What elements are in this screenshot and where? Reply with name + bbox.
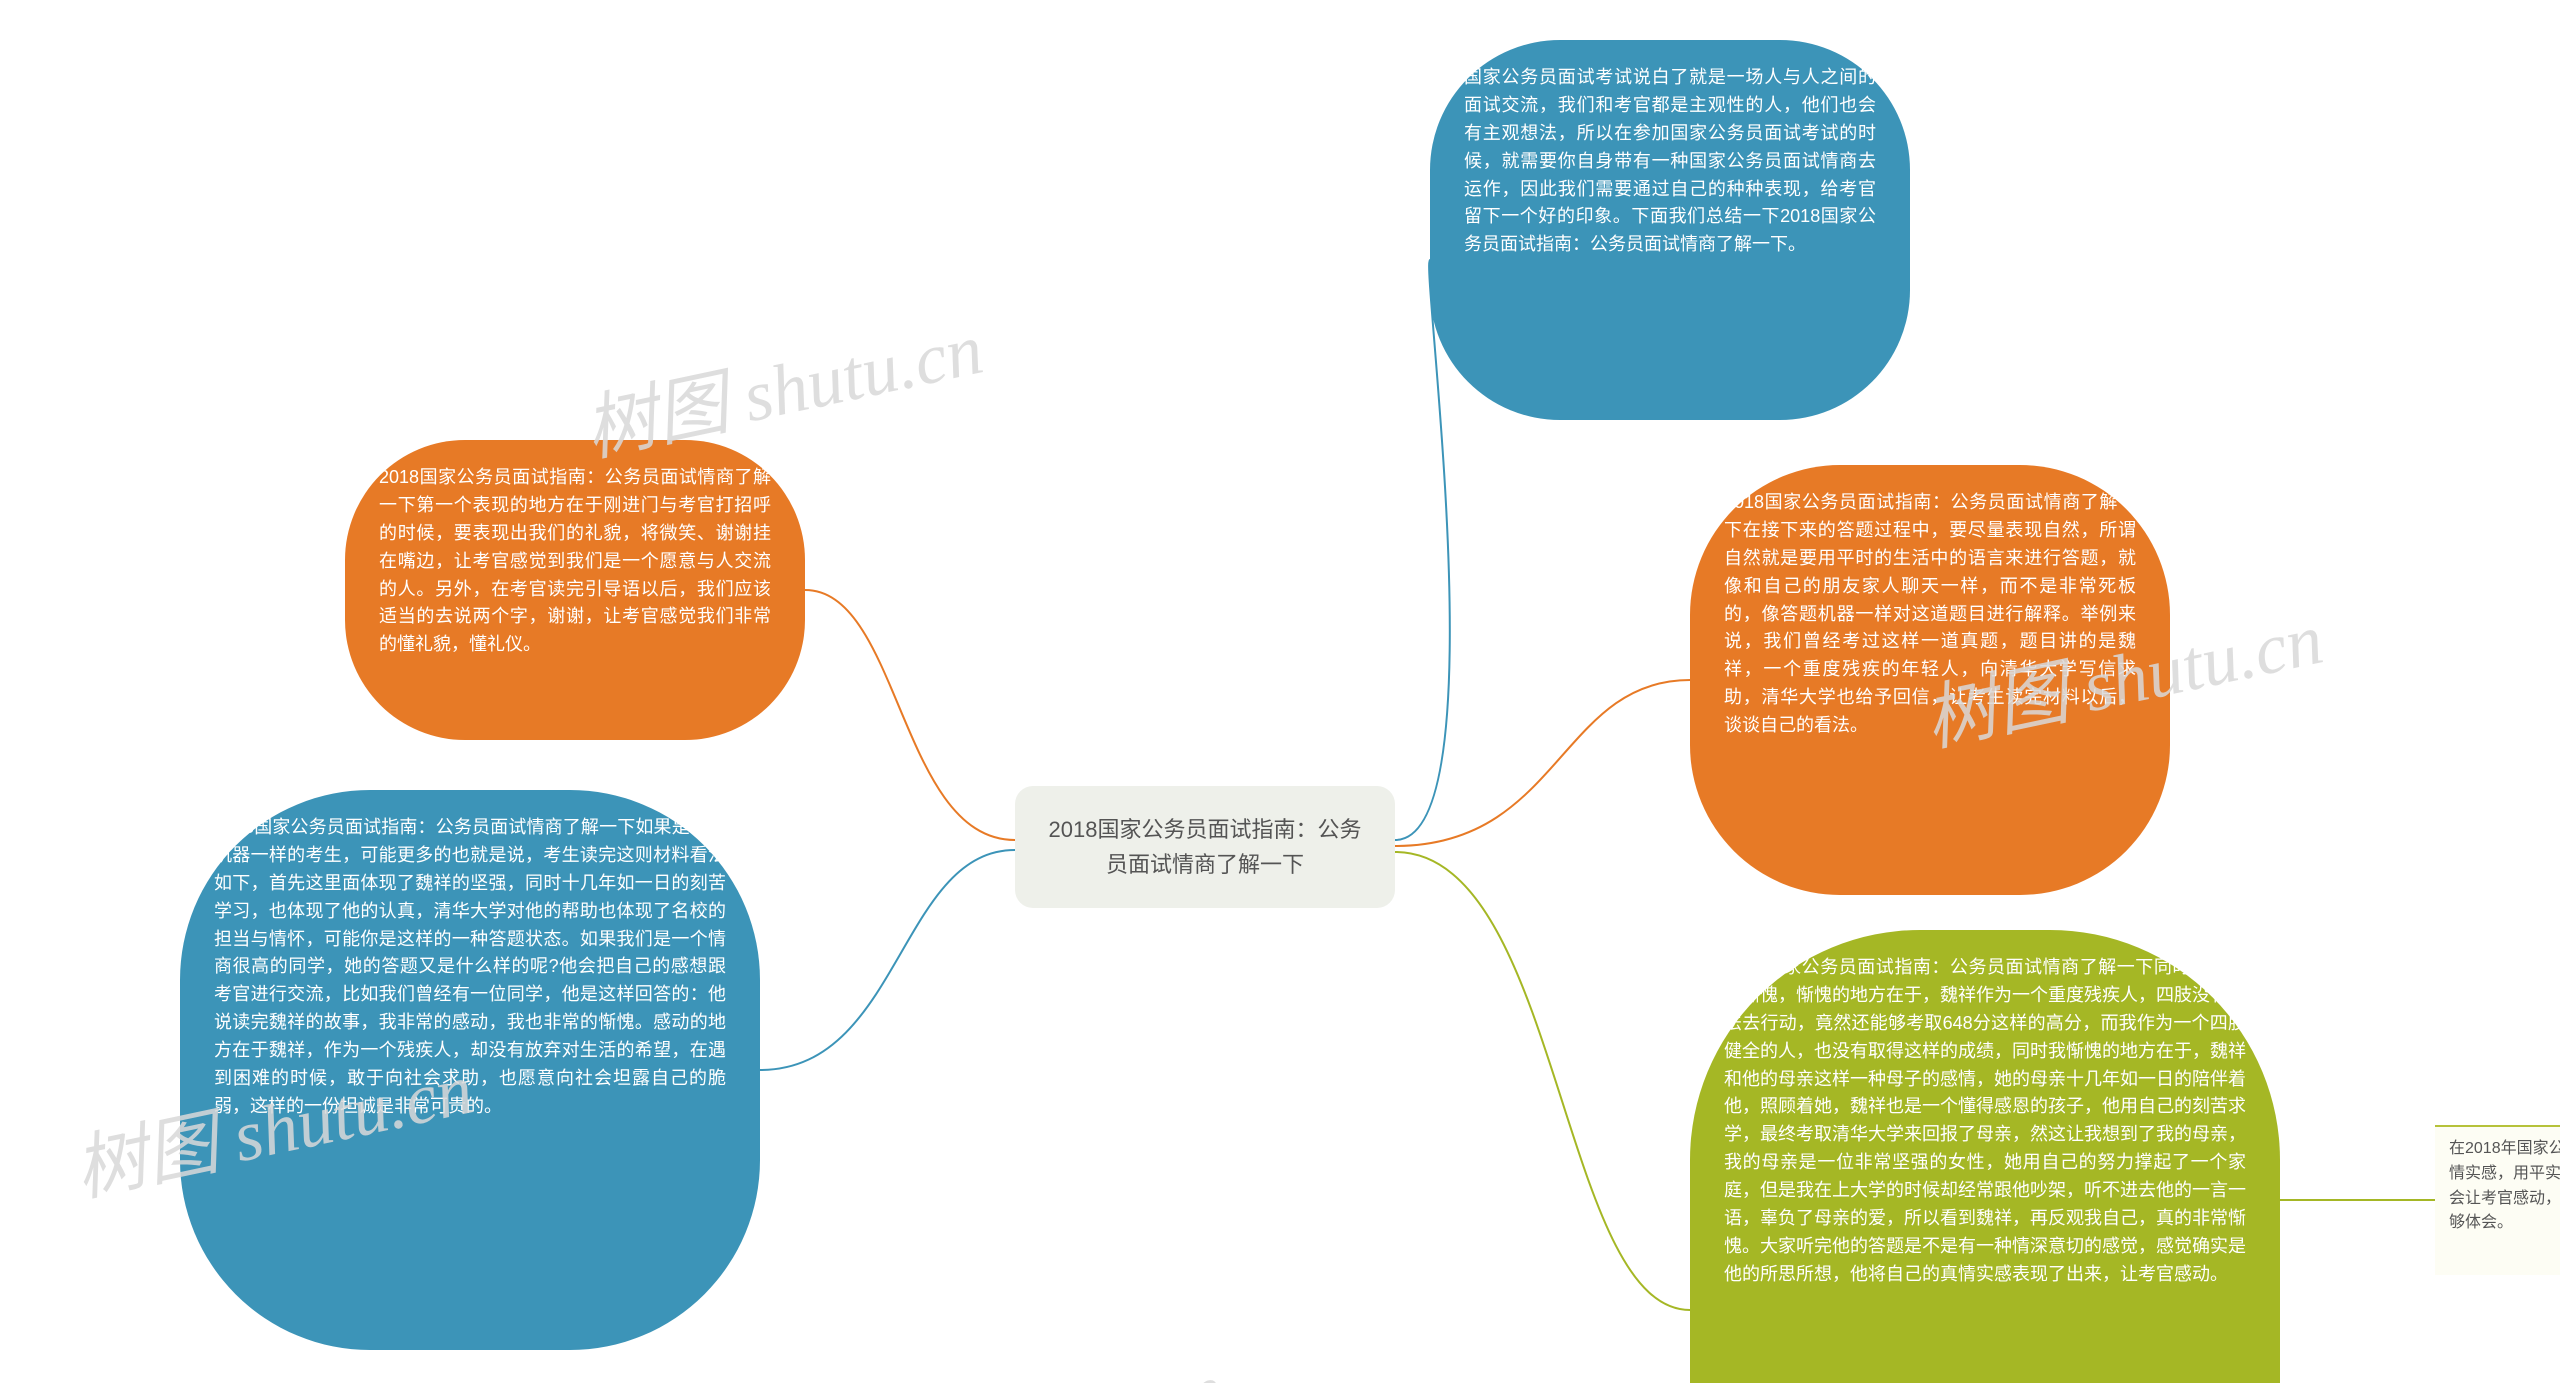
branch-node-3-text: 2018国家公务员面试指南：公务员面试情商了解一下在接下来的答题过程中，要尽量表… [1724,492,2136,735]
branch-node-4-text: 2018国家公务员面试指南：公务员面试情商了解一下如果是答题机器一样的考生，可能… [214,817,726,1116]
branch-node-3[interactable]: 2018国家公务员面试指南：公务员面试情商了解一下在接下来的答题过程中，要尽量表… [1690,465,2170,895]
watermark: 树图 shutu.cn [813,1329,1230,1383]
leaf-node[interactable]: 在2018年国家公务员面试中，要敢于也善于向考官表达真情实感，用平实、自然的语言… [2435,1125,2560,1275]
center-node-text: 2018国家公务员面试指南：公务员面试情商了解一下 [1049,817,1362,877]
branch-node-1-text: 国家公务员面试考试说白了就是一场人与人之间的面试交流，我们和考官都是主观性的人，… [1464,67,1876,254]
branch-node-5[interactable]: 2018国家公务员面试指南：公务员面试情商了解一下同时我也非常惭愧，惭愧的地方在… [1690,930,2280,1383]
branch-node-1[interactable]: 国家公务员面试考试说白了就是一场人与人之间的面试交流，我们和考官都是主观性的人，… [1430,40,1910,420]
center-node[interactable]: 2018国家公务员面试指南：公务员面试情商了解一下 [1015,786,1395,908]
branch-node-4[interactable]: 2018国家公务员面试指南：公务员面试情商了解一下如果是答题机器一样的考生，可能… [180,790,760,1350]
mindmap-canvas: 2018国家公务员面试指南：公务员面试情商了解一下 国家公务员面试考试说白了就是… [0,0,2560,1383]
branch-node-5-text: 2018国家公务员面试指南：公务员面试情商了解一下同时我也非常惭愧，惭愧的地方在… [1724,957,2246,1284]
branch-node-2[interactable]: 2018国家公务员面试指南：公务员面试情商了解一下第一个表现的地方在于刚进门与考… [345,440,805,740]
branch-node-2-text: 2018国家公务员面试指南：公务员面试情商了解一下第一个表现的地方在于刚进门与考… [379,467,771,654]
leaf-node-text: 在2018年国家公务员面试中，要敢于也善于向考官表达真情实感，用平实、自然的语言… [2449,1140,2560,1231]
